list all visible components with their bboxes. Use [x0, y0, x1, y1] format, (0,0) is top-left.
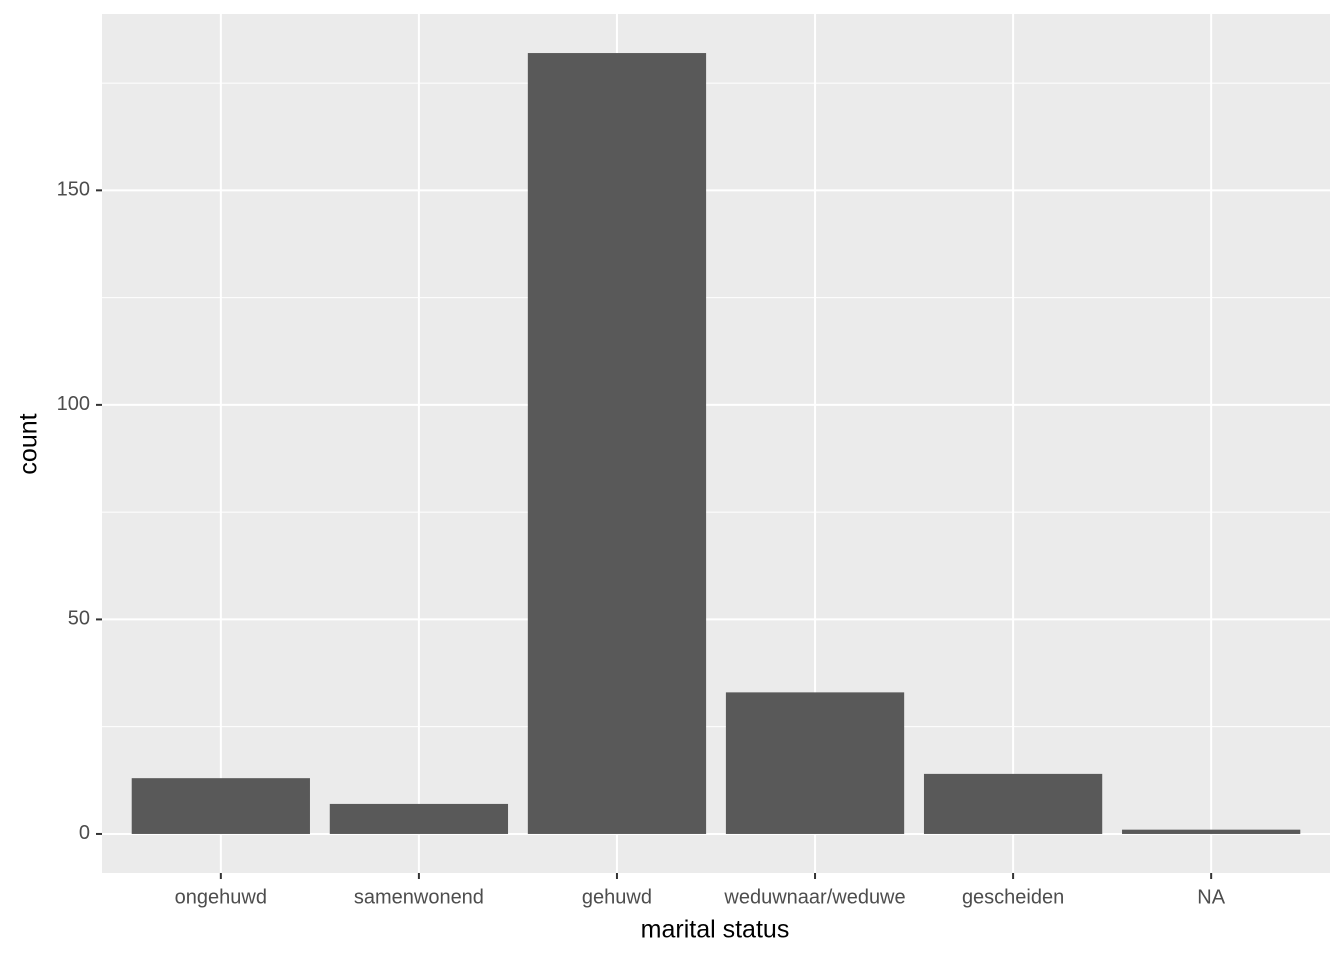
panel: [102, 14, 1330, 873]
bar: [131, 778, 310, 834]
x-tick-label: gehuwd: [582, 886, 652, 908]
x-tick-label: samenwonend: [354, 886, 484, 908]
bar: [527, 53, 707, 834]
y-tick-label: 150: [57, 179, 90, 201]
y-axis-title: count: [15, 413, 43, 474]
bar: [725, 692, 905, 834]
bar: [1122, 829, 1301, 834]
x-tick-label: weduwnaar/weduwe: [723, 886, 905, 908]
x-tick-label: NA: [1197, 886, 1225, 908]
x-axis-title: marital status: [641, 916, 790, 944]
x-tick-label: ongehuwd: [175, 886, 267, 908]
y-tick-label: 100: [57, 393, 90, 415]
y-tick-label: 50: [68, 608, 90, 630]
y-tick-label: 0: [79, 822, 90, 844]
bar: [329, 803, 509, 834]
x-tick-label: gescheiden: [962, 886, 1064, 908]
bar: [923, 773, 1103, 834]
